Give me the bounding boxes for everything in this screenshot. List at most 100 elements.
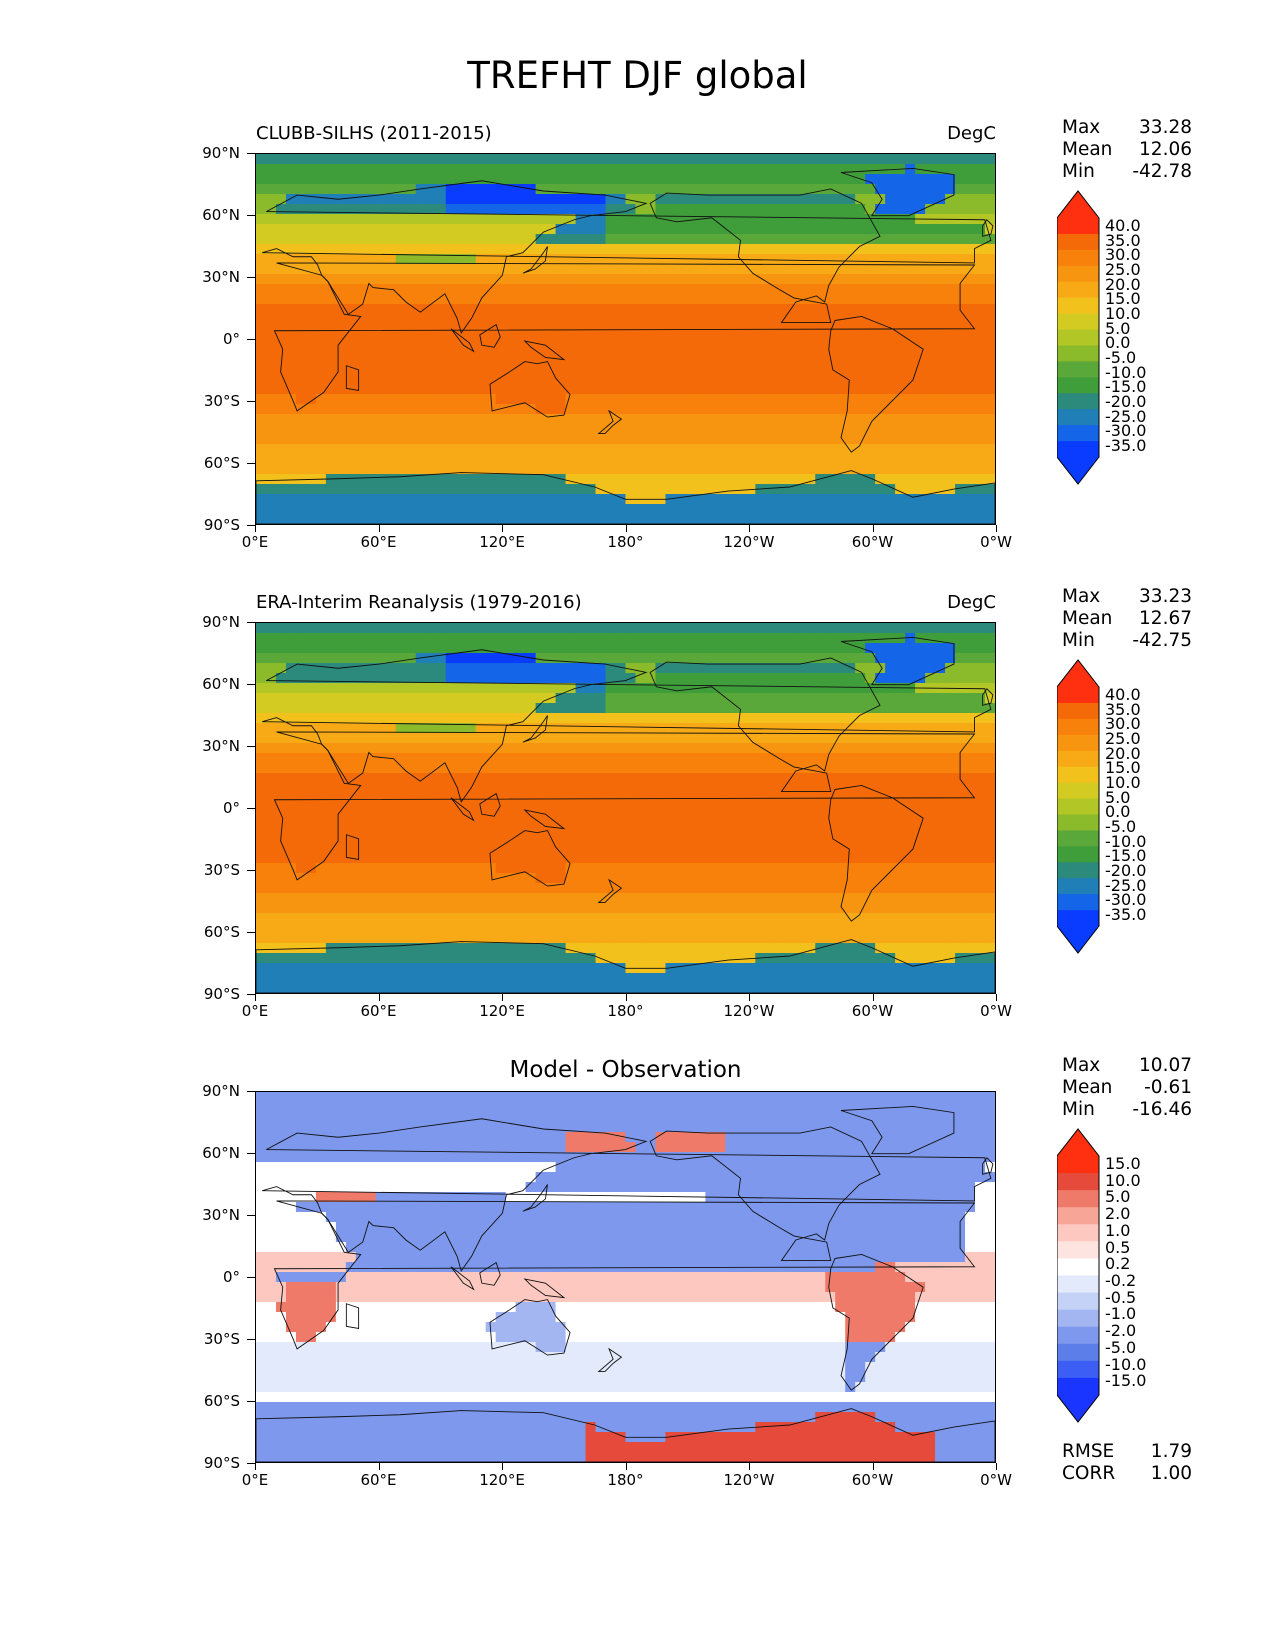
map-difference xyxy=(255,1091,996,1463)
colorbar-tick-label: -25.0 xyxy=(1105,875,1147,895)
lon-tick-label: 0°E xyxy=(241,533,269,551)
lat-tick xyxy=(247,1091,255,1092)
colorbar-tick-label: -2.0 xyxy=(1105,1321,1137,1341)
colorbar-level xyxy=(1057,894,1099,911)
colorbar-tick-label: -15.0 xyxy=(1105,846,1147,866)
mean-value: -0.61 xyxy=(1144,1077,1192,1098)
coastline-north-america xyxy=(649,1126,881,1262)
rmse-value: 1.79 xyxy=(1150,1441,1192,1462)
coastlines xyxy=(256,636,995,993)
colorbar-level xyxy=(1057,750,1099,768)
min-value: -42.78 xyxy=(1132,161,1192,182)
lon-tick xyxy=(378,1463,380,1470)
coastline-eurasia xyxy=(262,1118,992,1272)
coastline-north-america xyxy=(649,188,881,324)
min-label: Min xyxy=(1062,630,1095,651)
lon-tick-label: 180° xyxy=(607,533,644,551)
colorbar-tick-label: 0.0 xyxy=(1105,333,1131,353)
lon-tick-label: 60°E xyxy=(360,533,397,551)
coastline-new-guinea xyxy=(523,1278,566,1299)
colorbar-tick-label: 20.0 xyxy=(1105,743,1141,763)
colorbar-tick-label: -10.0 xyxy=(1105,831,1147,851)
lat-tick xyxy=(247,1401,255,1402)
lat-tick xyxy=(247,622,255,623)
coastline-new-guinea xyxy=(523,809,566,830)
mean-value: 12.67 xyxy=(1139,608,1192,629)
panel-model: CLUBB-SILHS (2011-2015) DegC Max 33.28 Me… xyxy=(0,117,1275,583)
colorbar-level xyxy=(1057,798,1099,815)
lat-tick xyxy=(247,870,255,871)
units-label: DegC xyxy=(947,123,996,144)
colorbar-level xyxy=(1057,687,1099,704)
lat-tick-label: 30°S xyxy=(203,1330,240,1348)
min-label: Min xyxy=(1062,1099,1095,1120)
lat-tick-label: 30°N xyxy=(202,737,240,755)
lat-tick-label: 30°S xyxy=(203,392,240,410)
coastline-south-america xyxy=(828,784,924,922)
lat-tick-label: 60°N xyxy=(202,1144,240,1162)
colorbar-extend-max xyxy=(1057,1129,1099,1156)
colorbar-level xyxy=(1057,1326,1099,1345)
lon-tick xyxy=(872,1463,874,1470)
colorbar-level xyxy=(1057,1241,1099,1259)
colorbar-tick-label: 35.0 xyxy=(1105,230,1141,250)
colorbar-tick-label: -5.0 xyxy=(1105,1337,1137,1357)
lat-tick-label: 30°S xyxy=(203,861,240,879)
lat-tick xyxy=(247,401,255,402)
colorbar-tick-label: -25.0 xyxy=(1105,406,1147,426)
colorbar-extend-min xyxy=(1057,926,1099,953)
colorbar-tick-label: -5.0 xyxy=(1105,347,1137,367)
lat-tick xyxy=(247,994,255,995)
colorbar-level xyxy=(1057,329,1099,346)
coastlines xyxy=(256,167,995,524)
lon-tick-label: 0°E xyxy=(241,1471,269,1489)
colorbar-tick-label: -15.0 xyxy=(1105,1371,1147,1391)
lon-tick-label: 120°E xyxy=(479,533,525,551)
coastline-borneo xyxy=(479,792,501,817)
coastline-antarctica xyxy=(256,939,995,993)
lat-tick-label: 60°S xyxy=(203,923,240,941)
lon-tick xyxy=(996,1463,997,1470)
lat-tick-label: 0° xyxy=(222,799,240,817)
colorbar-extend-min xyxy=(1057,1395,1099,1422)
colorbar-level xyxy=(1057,862,1099,879)
lat-tick-label: 90°S xyxy=(203,985,240,1003)
colorbar-level xyxy=(1057,766,1099,783)
lon-tick-label: 120°W xyxy=(723,533,775,551)
coastline-new-zealand xyxy=(597,1347,623,1373)
lat-tick-label: 30°N xyxy=(202,268,240,286)
max-label: Max xyxy=(1062,586,1101,607)
colorbar-tick-label: 40.0 xyxy=(1105,216,1141,235)
lon-tick xyxy=(255,525,256,532)
colorbar-tick-label: 10.0 xyxy=(1105,772,1141,792)
lat-tick-label: 60°N xyxy=(202,675,240,693)
lon-tick-label: 0°W xyxy=(980,533,1012,551)
coastline-south-america xyxy=(828,315,924,453)
colorbar-extend-max xyxy=(1057,660,1099,687)
colorbar-tick-label: 1.0 xyxy=(1105,1220,1131,1240)
coastline-japan xyxy=(522,246,548,274)
coastline-sumatra xyxy=(450,797,475,822)
lat-tick xyxy=(247,684,255,685)
lon-tick-label: 0°E xyxy=(241,1002,269,1020)
map-observation xyxy=(255,622,996,994)
lon-tick xyxy=(502,1463,503,1470)
panel-title: Model - Observation xyxy=(509,1057,742,1083)
colorbar-level xyxy=(1057,345,1099,362)
coastline-north-america xyxy=(649,657,881,793)
lon-tick-label: 60°W xyxy=(851,1002,894,1020)
colorbar-tick-label: -30.0 xyxy=(1105,421,1147,441)
lon-tick xyxy=(996,994,997,1001)
lat-tick-label: 60°S xyxy=(203,454,240,472)
lat-tick xyxy=(247,277,255,278)
lat-tick xyxy=(247,1463,255,1464)
colorbar-level xyxy=(1057,814,1099,831)
lon-tick-label: 60°W xyxy=(851,1471,894,1489)
colorbar-level xyxy=(1057,1190,1099,1208)
map-model xyxy=(255,153,996,525)
panel-title: ERA-Interim Reanalysis (1979-2016) xyxy=(256,592,582,613)
colorbar-level xyxy=(1057,1275,1099,1293)
colorbar-tick-label: -0.2 xyxy=(1105,1270,1137,1290)
lon-tick-label: 0°W xyxy=(980,1471,1012,1489)
colorbar-tick-label: 30.0 xyxy=(1105,245,1141,265)
